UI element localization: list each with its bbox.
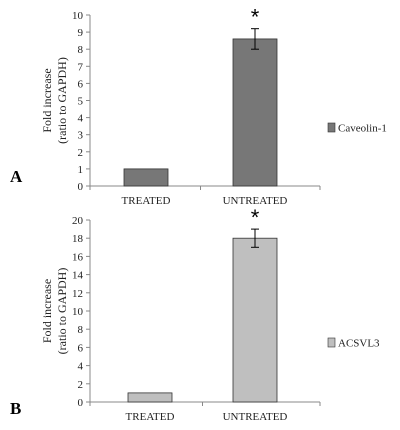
y-axis-label-line: (ratio to GAPDH): [55, 268, 69, 355]
legend: ACSVL3: [327, 337, 380, 350]
bar: [123, 168, 169, 187]
legend-label: Caveolin-1: [338, 123, 387, 135]
y-tick-label: 10: [72, 10, 84, 22]
y-tick-label: 5: [78, 96, 84, 108]
x-tick-label: TREATED: [126, 411, 175, 423]
x-tick-label: TREATED: [122, 195, 171, 207]
y-tick-label: 20: [72, 215, 84, 227]
x-tick-label: UNTREATED: [223, 195, 288, 207]
y-tick-label: 14: [72, 270, 84, 282]
y-tick-label: 6: [78, 342, 84, 354]
chart-panel-a: 0 1 2 3 4 5 6 7 8 9 10 TREATED UNTREATED * Fold increa…: [10, 5, 387, 207]
y-tick-label: 10: [72, 306, 84, 318]
y-tick-label: 16: [72, 251, 84, 263]
bar: [127, 392, 173, 403]
significance-marker: *: [251, 205, 260, 230]
y-tick-label: 8: [78, 44, 84, 56]
y-axis-label: Fold increase(ratio to GAPDH): [40, 57, 69, 144]
bar: [232, 237, 278, 403]
chart-panel-b: 0 2 4 6 8 10 12 14 16 18 20 TREATED UNTREATED * Fold i…: [10, 205, 380, 423]
panel-label: B: [10, 399, 21, 418]
y-axis-label-line: Fold increase: [40, 68, 54, 132]
bar: [232, 38, 278, 187]
y-tick-label: 7: [78, 61, 84, 73]
y-tick-label: 8: [78, 324, 84, 336]
y-tick-label: 3: [78, 130, 84, 142]
legend: Caveolin-1: [327, 122, 387, 135]
y-tick-label: 4: [78, 113, 84, 125]
significance-marker: *: [251, 5, 260, 30]
y-tick-label: 0: [78, 397, 84, 409]
y-tick-label: 12: [72, 288, 83, 300]
y-axis-label-line: (ratio to GAPDH): [55, 57, 69, 144]
y-tick-label: 2: [78, 379, 84, 391]
y-tick-label: 2: [78, 147, 84, 159]
legend-swatch: [327, 122, 336, 133]
y-tick-label: 0: [78, 181, 84, 193]
legend-swatch: [327, 337, 336, 348]
y-axis-label-line: Fold increase: [40, 279, 54, 343]
x-tick-label: UNTREATED: [223, 411, 288, 423]
y-axis-label: Fold increase(ratio to GAPDH): [40, 268, 69, 355]
y-tick-label: 4: [78, 361, 84, 373]
y-tick-label: 6: [78, 78, 84, 90]
y-tick-label: 1: [78, 164, 84, 176]
panel-label: A: [10, 167, 23, 186]
legend-label: ACSVL3: [338, 338, 380, 350]
y-tick-label: 9: [78, 27, 84, 39]
y-tick-label: 18: [72, 233, 84, 245]
